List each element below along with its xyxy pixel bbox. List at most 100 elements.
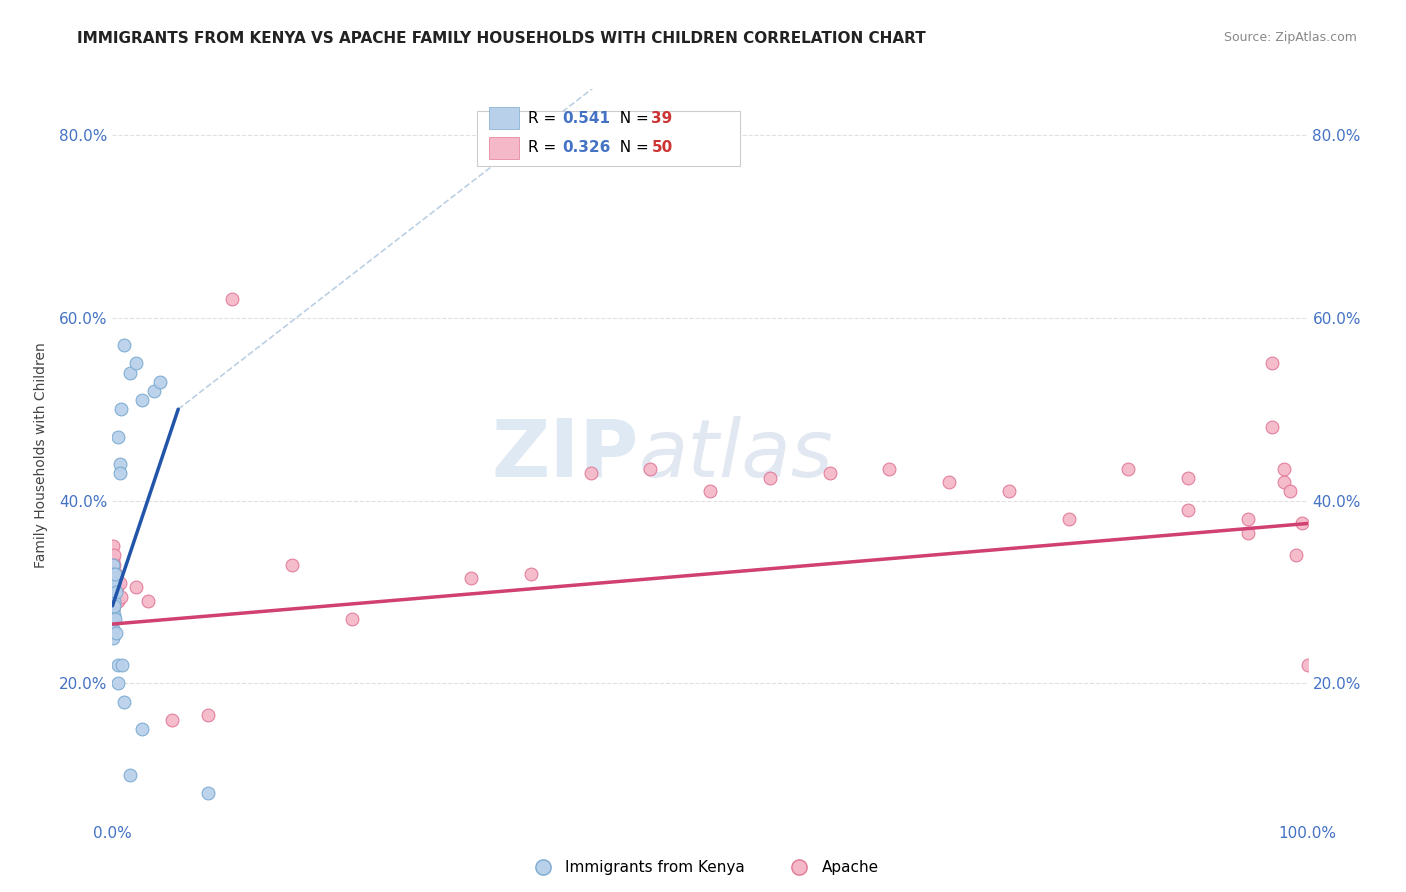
Point bbox=[101, 566, 124, 581]
Point bbox=[114, 695, 135, 709]
Point bbox=[107, 676, 129, 690]
Point bbox=[879, 461, 901, 475]
Point bbox=[103, 603, 125, 617]
Point bbox=[143, 384, 166, 398]
Text: 39: 39 bbox=[651, 111, 672, 126]
Point bbox=[108, 576, 131, 591]
Point bbox=[818, 466, 841, 480]
Point bbox=[520, 566, 543, 581]
Point bbox=[120, 366, 142, 380]
Point bbox=[104, 613, 127, 627]
Point bbox=[103, 549, 125, 563]
Point bbox=[221, 293, 243, 307]
FancyBboxPatch shape bbox=[489, 108, 519, 129]
Point bbox=[125, 581, 148, 595]
Point bbox=[1237, 512, 1260, 526]
Point bbox=[107, 430, 129, 444]
Point bbox=[138, 594, 160, 608]
Point bbox=[998, 484, 1021, 499]
Point bbox=[107, 658, 129, 673]
Point bbox=[103, 594, 125, 608]
Point bbox=[131, 392, 153, 407]
Text: IMMIGRANTS FROM KENYA VS APACHE FAMILY HOUSEHOLDS WITH CHILDREN CORRELATION CHAR: IMMIGRANTS FROM KENYA VS APACHE FAMILY H… bbox=[77, 31, 927, 46]
Point bbox=[1118, 461, 1140, 475]
Point bbox=[103, 607, 125, 622]
Point bbox=[281, 558, 304, 572]
Point bbox=[101, 603, 124, 617]
Point bbox=[101, 576, 124, 591]
Point bbox=[101, 558, 124, 572]
Text: 0.541: 0.541 bbox=[562, 111, 610, 126]
Point bbox=[1291, 516, 1313, 531]
Point bbox=[103, 571, 125, 585]
Point bbox=[111, 658, 134, 673]
FancyBboxPatch shape bbox=[477, 112, 740, 166]
Point bbox=[197, 708, 219, 723]
Point bbox=[579, 466, 602, 480]
Text: R =: R = bbox=[529, 140, 561, 155]
Text: R =: R = bbox=[529, 111, 561, 126]
Point bbox=[107, 594, 129, 608]
Point bbox=[120, 768, 142, 782]
Text: N =: N = bbox=[610, 111, 654, 126]
Point bbox=[1261, 356, 1284, 371]
Legend: Immigrants from Kenya, Apache: Immigrants from Kenya, Apache bbox=[527, 861, 879, 875]
Point bbox=[101, 622, 124, 636]
Point bbox=[1237, 525, 1260, 540]
Point bbox=[640, 461, 662, 475]
Point bbox=[125, 356, 148, 371]
Point bbox=[699, 484, 721, 499]
Point bbox=[105, 626, 128, 640]
Point bbox=[131, 723, 153, 737]
Point bbox=[114, 338, 135, 352]
Text: Source: ZipAtlas.com: Source: ZipAtlas.com bbox=[1223, 31, 1357, 45]
Point bbox=[101, 590, 124, 604]
Point bbox=[759, 471, 782, 485]
Point bbox=[1177, 503, 1199, 517]
Point bbox=[460, 571, 482, 585]
Point bbox=[1285, 549, 1308, 563]
Point bbox=[103, 585, 125, 599]
Point bbox=[105, 585, 128, 599]
Point bbox=[103, 581, 125, 595]
Point bbox=[1177, 471, 1199, 485]
Point bbox=[101, 613, 124, 627]
Point bbox=[103, 576, 125, 591]
Point bbox=[197, 786, 219, 800]
Point bbox=[101, 599, 124, 613]
Point bbox=[101, 553, 124, 567]
Point bbox=[938, 475, 960, 490]
Point bbox=[110, 402, 132, 417]
Point bbox=[108, 457, 131, 471]
Point bbox=[1296, 658, 1319, 673]
Point bbox=[340, 613, 363, 627]
Point bbox=[103, 585, 125, 599]
Point bbox=[103, 599, 125, 613]
Text: 0.326: 0.326 bbox=[562, 140, 610, 155]
FancyBboxPatch shape bbox=[489, 136, 519, 159]
Point bbox=[105, 566, 128, 581]
Text: 50: 50 bbox=[651, 140, 672, 155]
Point bbox=[103, 585, 125, 599]
Point bbox=[162, 713, 183, 727]
Point bbox=[101, 594, 124, 608]
Point bbox=[1272, 461, 1295, 475]
Y-axis label: Family Households with Children: Family Households with Children bbox=[34, 342, 48, 568]
Point bbox=[101, 613, 124, 627]
Point bbox=[101, 585, 124, 599]
Point bbox=[1278, 484, 1301, 499]
Point bbox=[103, 594, 125, 608]
Point bbox=[1261, 420, 1284, 434]
Point bbox=[101, 631, 124, 645]
Text: atlas: atlas bbox=[638, 416, 834, 494]
Point bbox=[103, 539, 125, 553]
Point bbox=[149, 375, 172, 389]
Point bbox=[1272, 475, 1295, 490]
Text: ZIP: ZIP bbox=[491, 416, 638, 494]
Point bbox=[104, 566, 127, 581]
Point bbox=[101, 576, 124, 591]
Text: N =: N = bbox=[610, 140, 654, 155]
Point bbox=[1057, 512, 1080, 526]
Point bbox=[105, 581, 128, 595]
Point bbox=[104, 585, 127, 599]
